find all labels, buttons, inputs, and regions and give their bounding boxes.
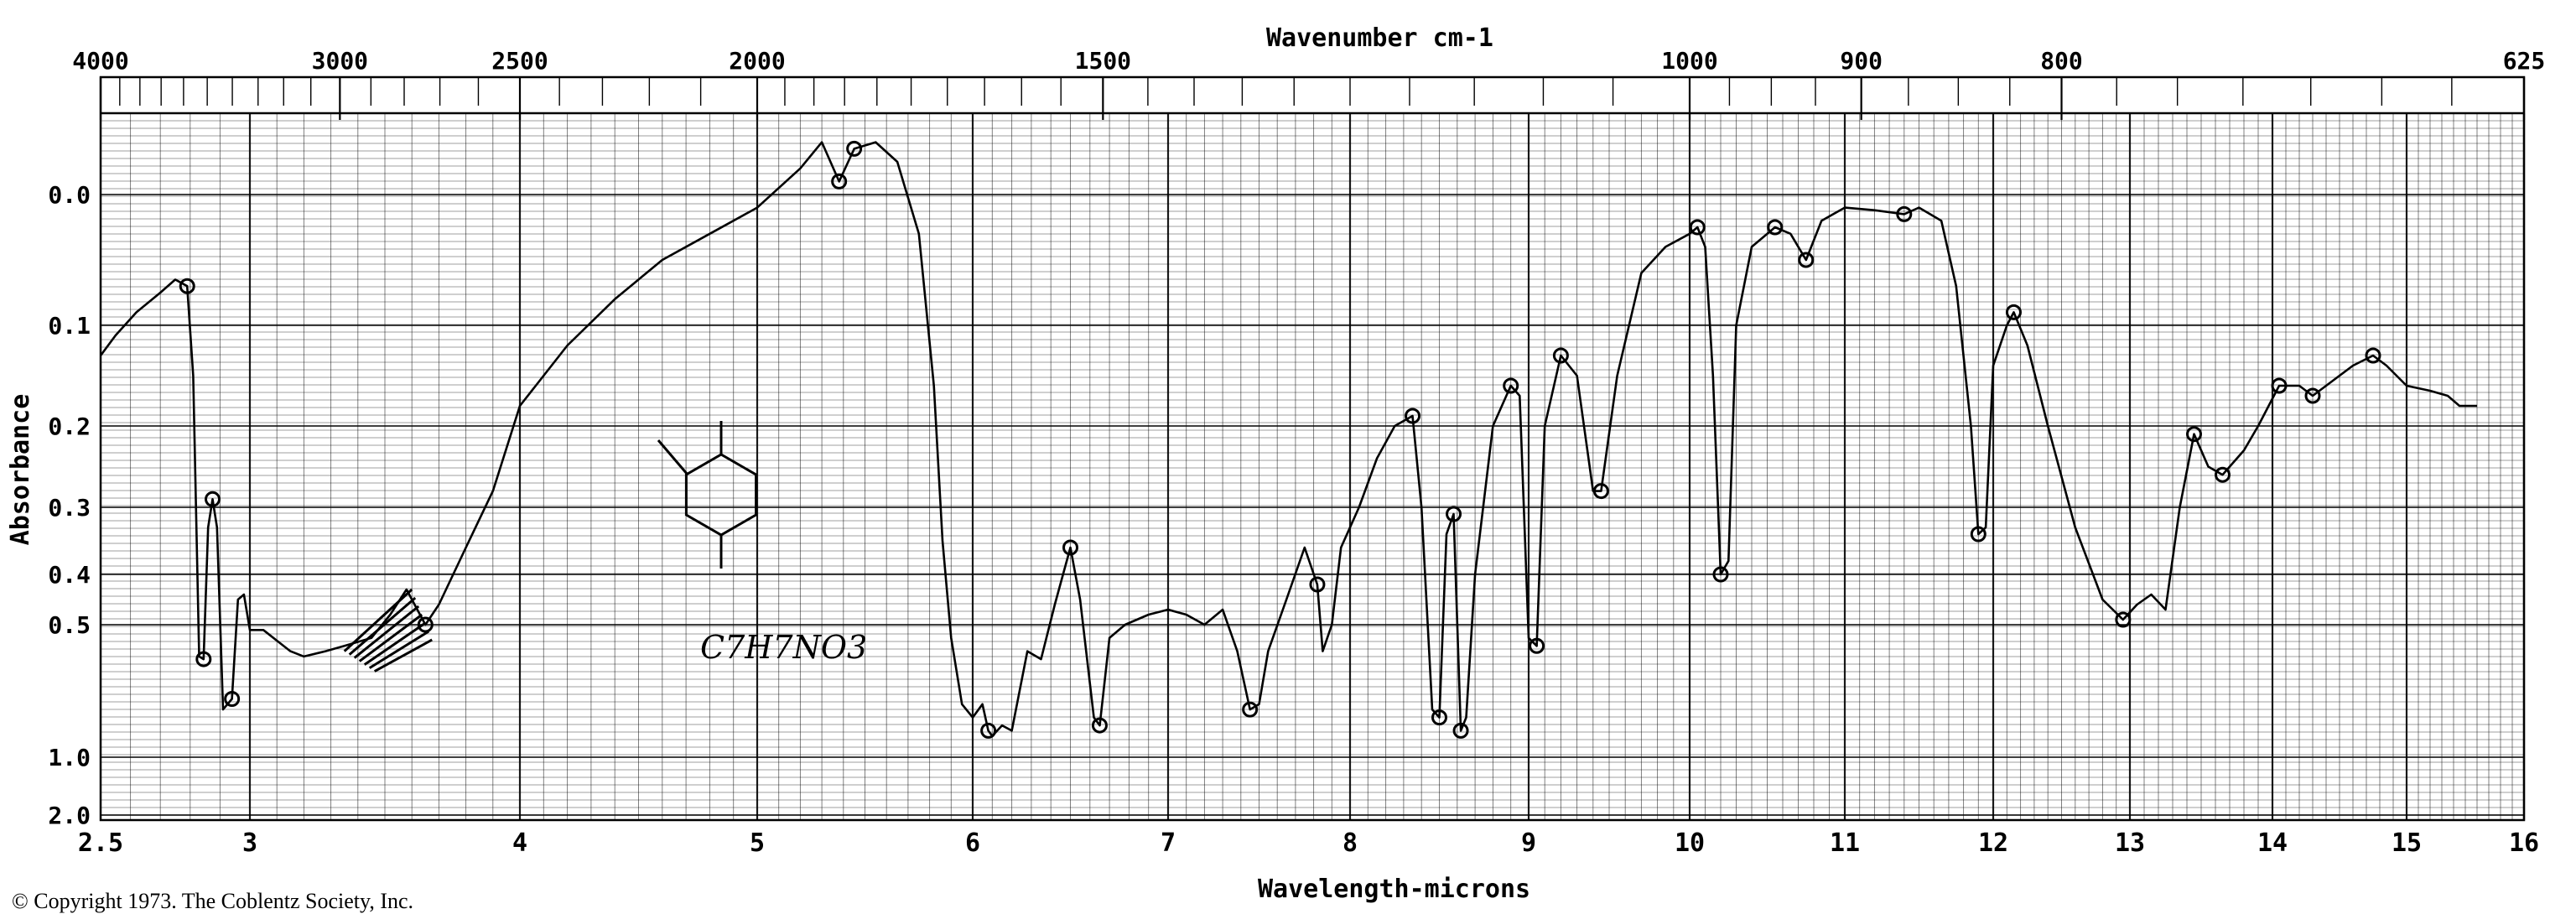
peak-marker	[980, 722, 997, 739]
x-tick-label: 15	[2392, 828, 2422, 858]
x-tick-label: 11	[1830, 828, 1860, 858]
x-tick-label: 4	[512, 828, 527, 858]
x2-tick-label: 625	[2503, 47, 2546, 75]
peak-marker	[846, 140, 863, 157]
chart-grid	[100, 112, 2526, 820]
hatch-stroke	[348, 596, 417, 656]
peak-marker	[2304, 387, 2321, 404]
y-tick-label: 0.4	[48, 561, 91, 589]
y-tick-label: 1.0	[48, 744, 91, 771]
peak-marker	[2271, 377, 2288, 394]
top-axis-title: Wavenumber cm-1	[1266, 23, 1493, 53]
x-tick-label: 12	[1978, 828, 2008, 858]
tick-labels: 2.5 3 4 5 6 7 8 9 10 11 12 13 14 15 16 4000 3000 2500 2000…	[6, 47, 2545, 858]
peak-marker	[1529, 637, 1545, 654]
peak-marker	[1431, 709, 1447, 726]
peak-marker	[1242, 701, 1259, 718]
peak-marker	[417, 616, 434, 633]
x2-tick-label: 900	[1840, 47, 1883, 75]
x2-tick-label: 800	[2040, 47, 2083, 75]
hatch-stroke	[353, 605, 420, 659]
spectrum-line	[99, 141, 2477, 737]
y-tick-label: 0.0	[48, 181, 91, 209]
bond-side	[657, 439, 689, 475]
x-tick-label: 8	[1343, 828, 1358, 858]
x-tick-label: 10	[1675, 828, 1705, 858]
y-tick-label: 0.3	[48, 494, 91, 522]
plot-border	[99, 75, 2526, 822]
x-tick-label: 3	[242, 828, 257, 858]
peak-marker	[1062, 539, 1078, 556]
hatch-stroke	[368, 630, 429, 669]
y-tick-label: 0.1	[48, 312, 91, 340]
x-tick-label: 9	[1521, 828, 1536, 858]
peak-marker	[1712, 566, 1729, 583]
x2-tick-label: 3000	[312, 47, 368, 75]
molecular-formula: C7H7NO3	[700, 629, 867, 666]
x-tick-label: 7	[1161, 828, 1176, 858]
peak-marker	[2186, 426, 2202, 443]
x2-tick-label: 2500	[491, 47, 548, 75]
bottom-axis-title: Wavelength-microns	[1258, 875, 1531, 904]
x2-tick-label: 1500	[1075, 47, 1131, 75]
peak-marker	[1503, 377, 1519, 394]
y-tick-label: 2.0	[48, 802, 91, 829]
peak-marker	[1592, 483, 1609, 500]
x2-tick-label: 2000	[729, 47, 785, 75]
peak-marker	[179, 278, 195, 294]
hatch-stroke	[358, 613, 423, 662]
y-tick-label: 0.2	[48, 413, 91, 440]
x-tick-label: 6	[965, 828, 980, 858]
x-tick-label: 14	[2257, 828, 2288, 858]
peak-marker	[831, 173, 848, 190]
spectrum-series	[99, 140, 2477, 739]
y-tick-label: 0.5	[48, 611, 91, 639]
peak-marker	[2005, 304, 2022, 320]
peak-marker	[1452, 722, 1469, 739]
x2-tick-label: 1000	[1661, 47, 1717, 75]
copyright-notice: © Copyright 1973. The Coblentz Society, …	[12, 889, 414, 913]
peak-marker	[1970, 526, 1987, 543]
plot-frame	[99, 75, 2526, 822]
peak-marker	[195, 651, 212, 667]
peak-marker	[1446, 506, 1462, 522]
peak-marker	[1552, 347, 1569, 364]
x-tick-label: 2.5	[78, 828, 123, 858]
peak-marker	[1767, 219, 1784, 236]
x-tick-label: 13	[2115, 828, 2145, 858]
peak-marker	[2115, 611, 2132, 628]
y-axis-title: Absorbance	[6, 394, 35, 546]
x2-tick-label: 4000	[72, 47, 128, 75]
peak-marker	[1405, 408, 1421, 424]
peak-marker	[1896, 205, 1913, 222]
peak-marker	[205, 491, 221, 507]
peak-marker	[1689, 219, 1706, 236]
hatch-stroke	[343, 588, 413, 652]
peak-marker	[224, 690, 241, 707]
x-tick-label: 16	[2509, 828, 2539, 858]
peak-marker	[1091, 717, 1108, 734]
hatch-stroke	[363, 621, 427, 666]
hatch-stroke	[373, 638, 433, 673]
peak-marker	[2365, 347, 2381, 364]
x-tick-label: 5	[750, 828, 765, 858]
peak-marker	[1309, 576, 1326, 593]
peak-marker	[2215, 466, 2231, 483]
peak-marker	[1798, 252, 1815, 268]
handwritten-annotation: C7H7NO3	[343, 421, 867, 673]
